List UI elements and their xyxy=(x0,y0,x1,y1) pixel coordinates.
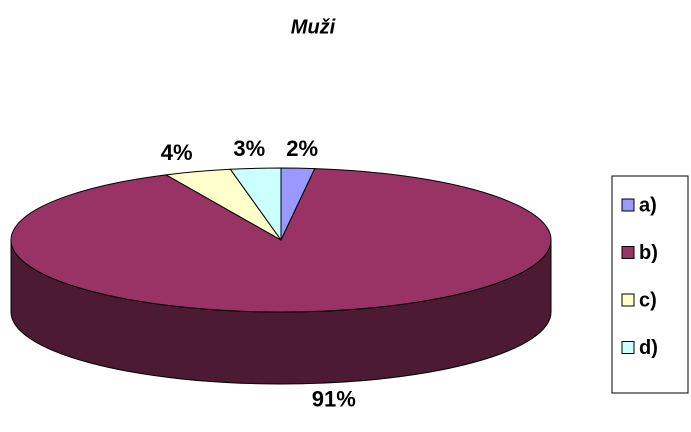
data-label: 4% xyxy=(161,140,193,165)
chart-title: Muži xyxy=(291,16,336,38)
legend-label: c) xyxy=(639,289,657,311)
legend-swatch xyxy=(621,246,635,259)
legend-box xyxy=(611,175,689,394)
data-label: 2% xyxy=(286,136,318,161)
data-label: 3% xyxy=(233,136,265,161)
legend-swatch xyxy=(621,293,635,307)
legend-label: d) xyxy=(639,337,658,359)
legend-swatch xyxy=(621,341,635,354)
pie-slice xyxy=(229,167,282,242)
legend-label: b) xyxy=(639,242,658,264)
data-label: 91% xyxy=(312,387,356,412)
legend-label: a) xyxy=(639,194,657,216)
legend-swatch xyxy=(621,198,635,212)
